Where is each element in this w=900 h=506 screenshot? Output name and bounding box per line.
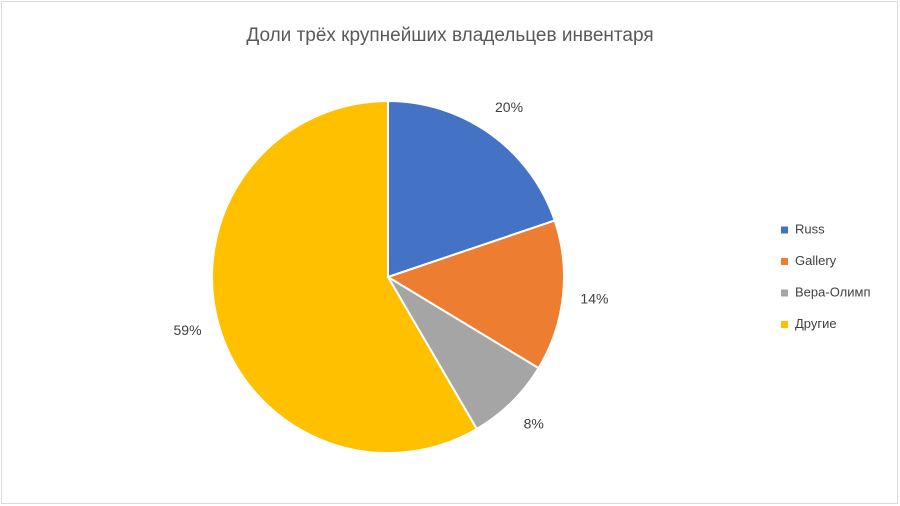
legend-label: Вера-Олимп <box>795 284 870 299</box>
legend-label: Другие <box>795 316 837 331</box>
pie-slice <box>211 99 479 454</box>
legend-swatch <box>781 258 788 265</box>
value-label: 8% <box>524 416 544 432</box>
pie-slice <box>385 219 565 370</box>
legend-label: Gallery <box>795 253 837 268</box>
legend-label: Russ <box>795 221 825 236</box>
value-label: 20% <box>495 99 523 115</box>
pie-slice <box>387 99 556 279</box>
legend-swatch <box>781 289 788 297</box>
value-label: 14% <box>580 290 608 306</box>
legend-swatch <box>781 321 788 328</box>
legend-swatch <box>781 226 788 234</box>
value-label: 59% <box>174 322 202 338</box>
chart-title: Доли трёх крупнейших владельцев инвентар… <box>246 25 653 46</box>
